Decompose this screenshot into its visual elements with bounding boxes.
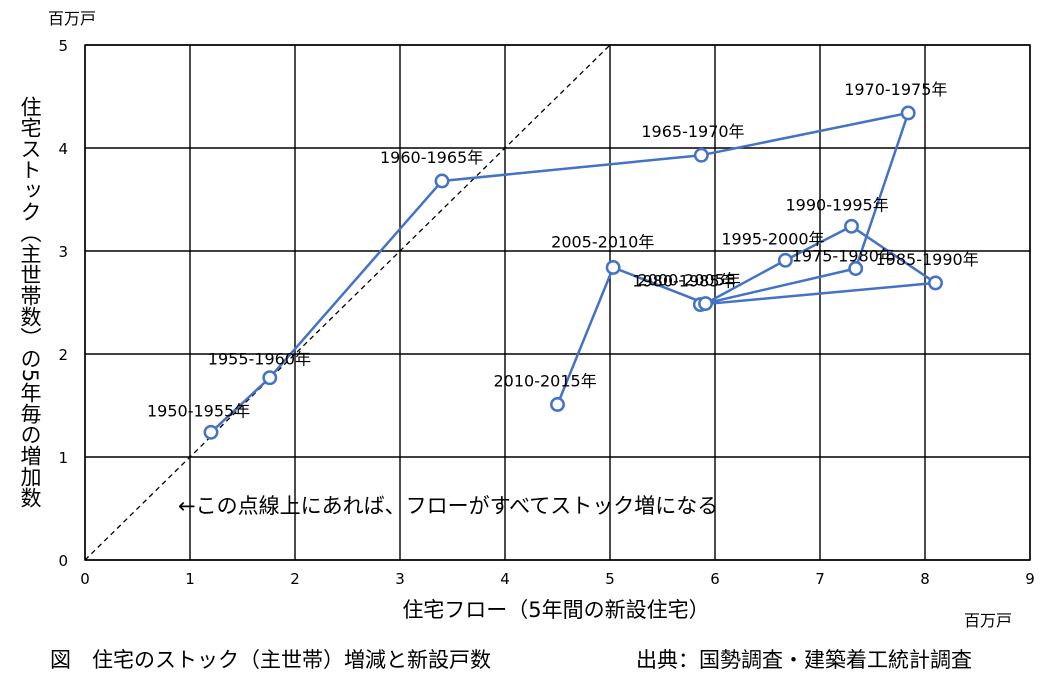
reference-line — [84, 44, 611, 561]
y-tick-label: 4 — [58, 140, 68, 158]
data-label: 1970-1975年 — [844, 80, 947, 99]
x-tick-label: 0 — [80, 570, 90, 588]
x-tick-labels: 0 1 2 3 4 5 6 7 8 9 — [80, 570, 1035, 588]
data-point — [777, 252, 793, 268]
reference-annotation: ←この点線上にあれば、フローがすべてストック増になる — [178, 494, 718, 518]
data-point — [550, 397, 565, 412]
data-point — [605, 260, 621, 275]
data-label: 1965-1970年 — [641, 122, 744, 141]
data-label: 1950-1955年 — [147, 401, 250, 420]
x-tick-label: 6 — [710, 570, 720, 588]
data-label: 1985-1990年 — [876, 250, 979, 269]
x-tick-label: 3 — [395, 570, 405, 588]
data-point — [262, 370, 278, 386]
data-point — [844, 218, 859, 234]
data-point — [203, 424, 219, 440]
data-point — [434, 173, 450, 189]
y-tick-label: 5 — [58, 37, 68, 55]
grid-lines — [84, 44, 1031, 561]
data-point — [900, 105, 916, 121]
y-tick-label: 2 — [58, 346, 68, 364]
y-axis-unit: 百万戸 — [48, 9, 96, 28]
x-tick-label: 9 — [1025, 570, 1035, 588]
data-point — [928, 275, 943, 291]
data-label: 1955-1960年 — [208, 350, 311, 369]
x-tick-label: 8 — [920, 570, 930, 588]
data-label: 2005-2010年 — [551, 232, 654, 251]
x-tick-label: 1 — [185, 570, 195, 588]
y-tick-labels: 0 1 2 3 4 5 — [58, 37, 68, 570]
data-points — [203, 105, 943, 440]
data-label: 2010-2015年 — [494, 371, 597, 390]
y-axis-title: 住宅ストック（主世帯数）の5年毎の増加数 — [18, 96, 42, 509]
data-label: 1975-1980年 — [792, 247, 895, 266]
x-tick-label: 4 — [500, 570, 510, 588]
data-label: 1960-1965年 — [380, 148, 483, 167]
data-point — [848, 261, 864, 276]
figure-caption: 図 住宅のストック（主世帯）増減と新設戸数 — [50, 648, 491, 672]
x-tick-label: 5 — [605, 570, 615, 588]
data-labels: 1950-1955年 1955-1960年 1960-1965年 1965-1970年… — [147, 80, 979, 420]
x-axis-title: 住宅フロー（5年間の新設住宅） — [402, 598, 709, 622]
x-axis-unit: 百万戸 — [964, 611, 1012, 630]
data-point — [698, 296, 713, 311]
x-tick-label: 2 — [290, 570, 300, 588]
data-label: 2000-2005年 — [638, 271, 741, 290]
data-label: 1990-1995年 — [786, 195, 889, 214]
plot-frame — [84, 44, 1031, 561]
data-label: 1995-2000年 — [721, 229, 824, 248]
y-tick-label: 1 — [58, 449, 68, 467]
data-point — [693, 147, 709, 163]
x-tick-label: 7 — [815, 570, 825, 588]
data-label: 1980-1985年 — [632, 272, 735, 291]
y-tick-label: 3 — [58, 243, 68, 261]
y-tick-label: 0 — [58, 552, 68, 570]
source-caption: 出典：国勢調査・建築着工統計調査 — [636, 648, 972, 672]
